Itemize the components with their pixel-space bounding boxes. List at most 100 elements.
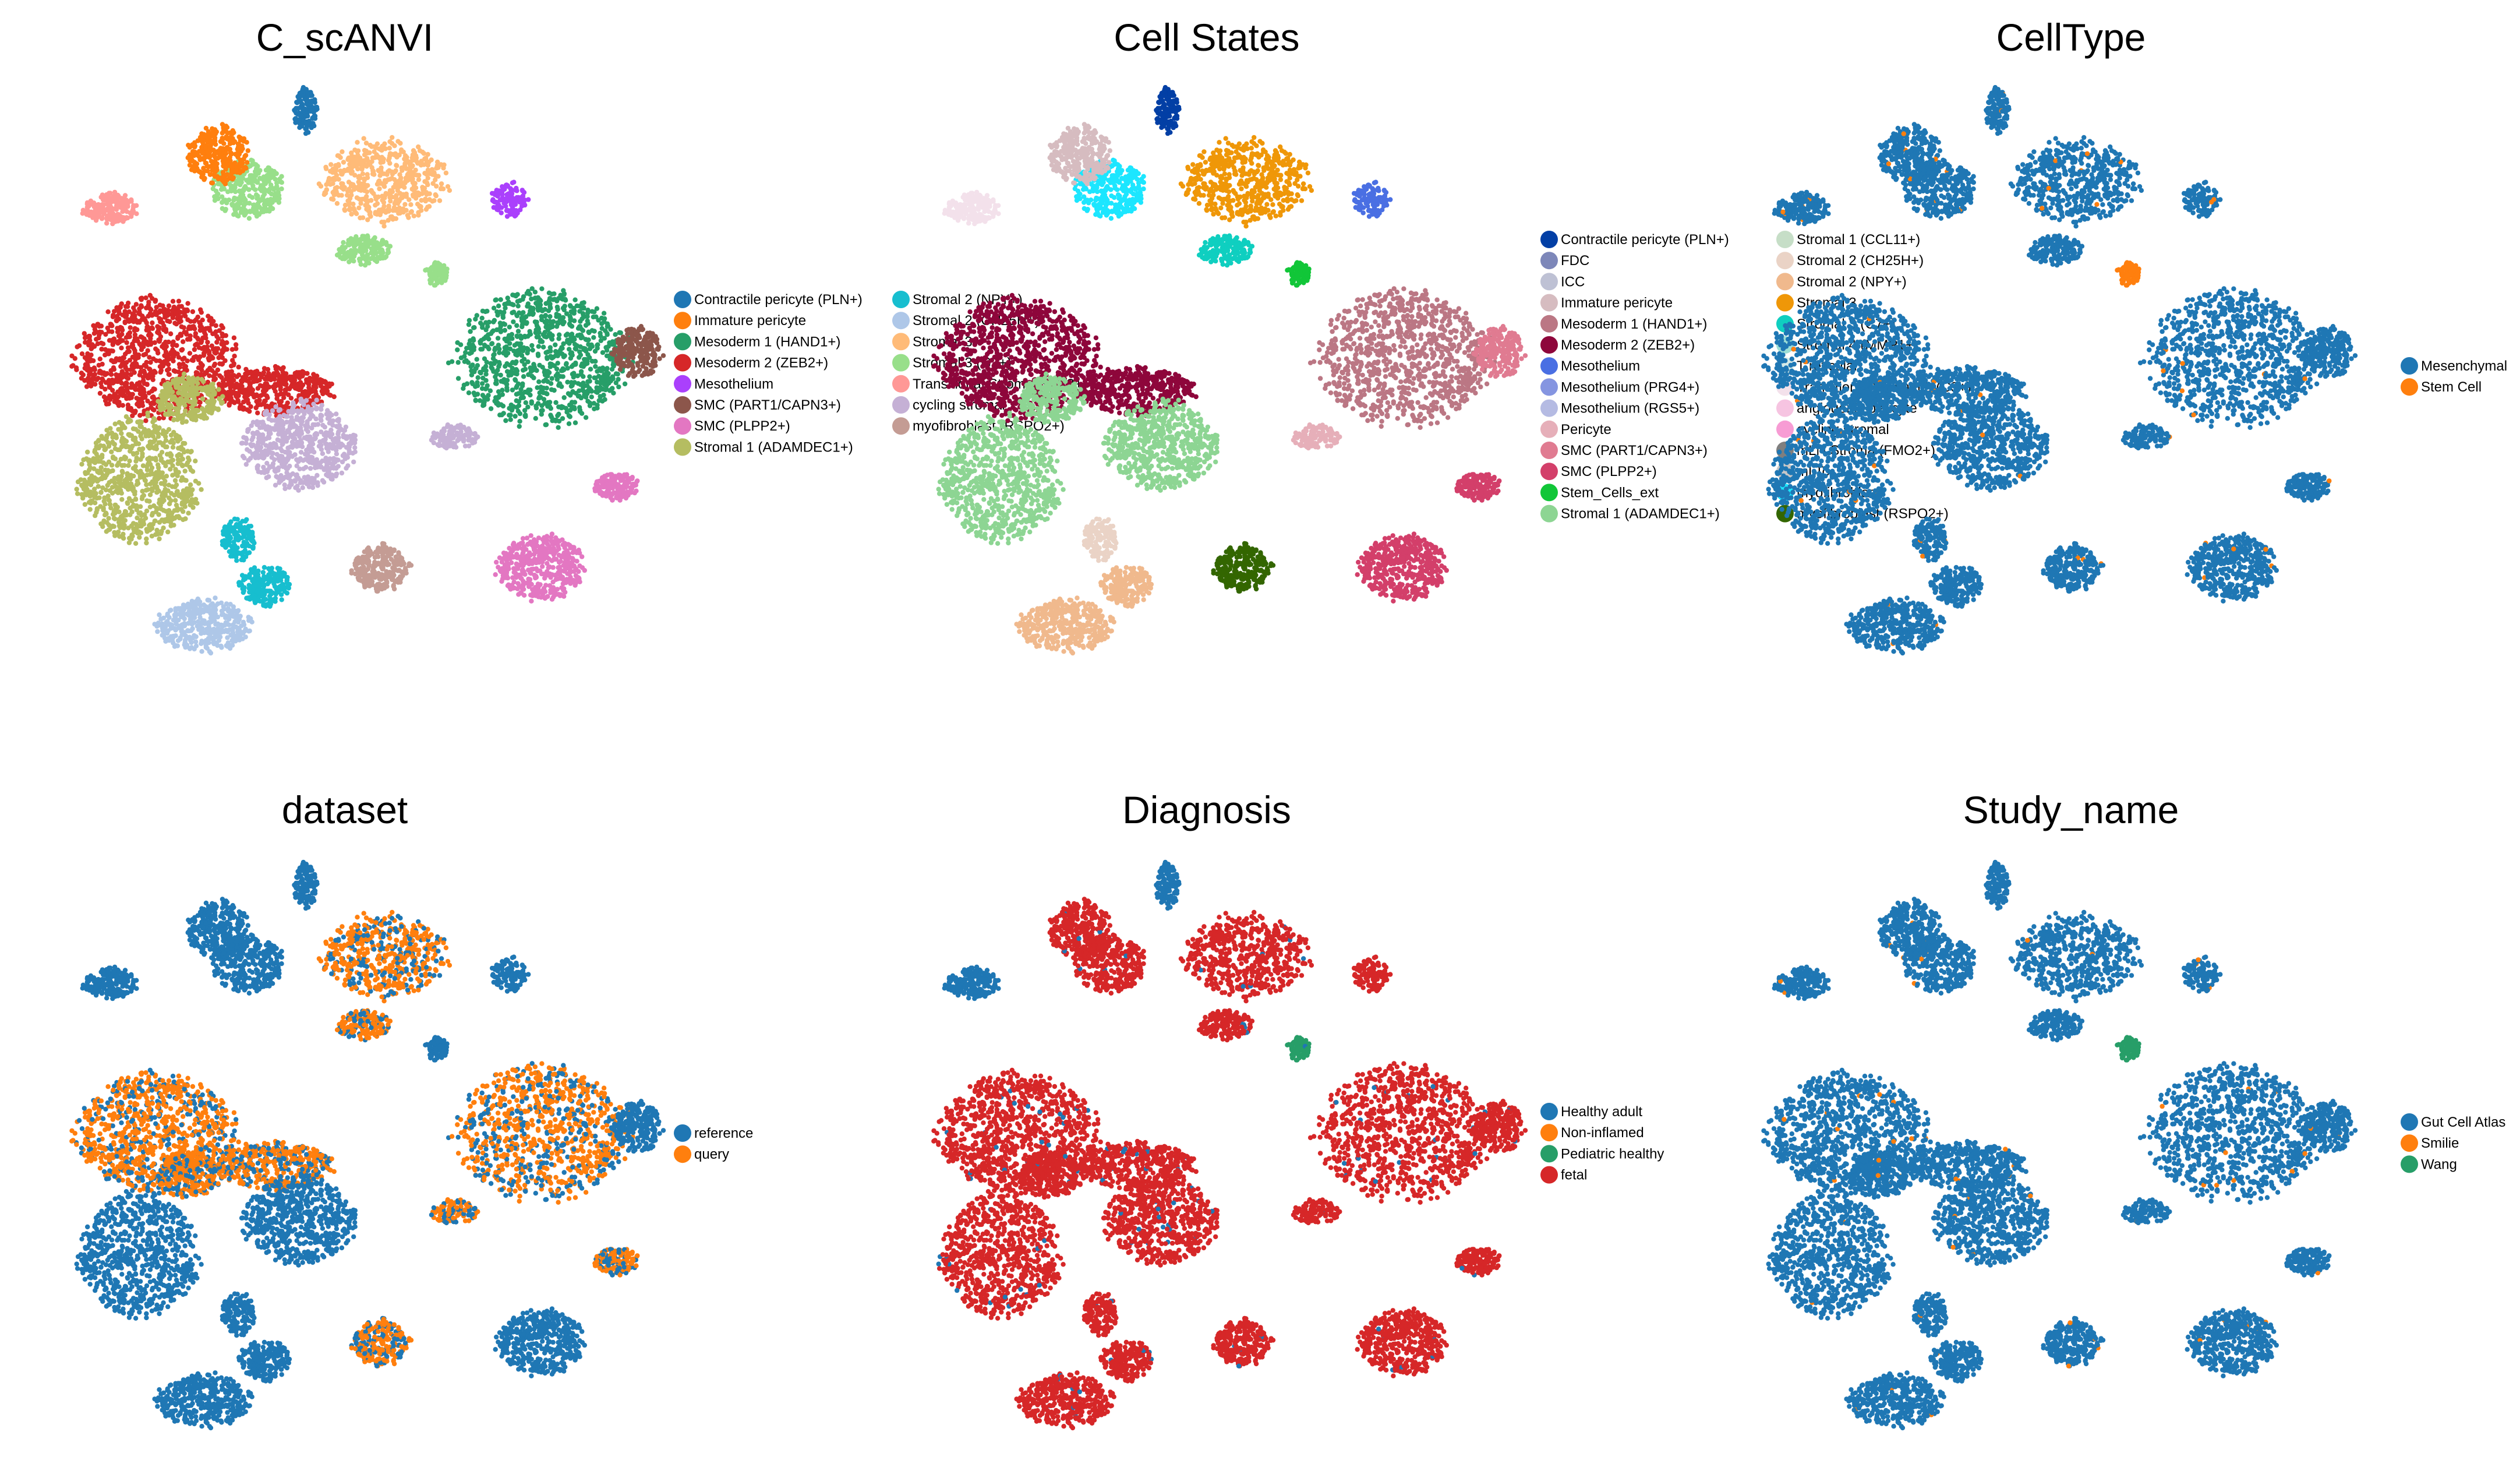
scatter-point bbox=[397, 172, 402, 177]
scatter-point bbox=[109, 372, 114, 377]
scatter-point bbox=[98, 391, 103, 396]
scatter-point bbox=[92, 377, 97, 382]
scatter-point bbox=[419, 158, 424, 163]
scatter-point bbox=[214, 372, 218, 376]
scatter-point bbox=[224, 382, 228, 387]
scatter-point bbox=[355, 167, 360, 171]
scatter-point bbox=[130, 413, 135, 418]
scatter-point bbox=[192, 319, 196, 323]
scatter-point bbox=[407, 161, 412, 166]
scatter-point bbox=[234, 210, 238, 215]
scatter-point bbox=[213, 137, 217, 142]
scatter-point bbox=[217, 148, 222, 153]
scatter-point bbox=[120, 369, 125, 373]
scatter-point bbox=[342, 208, 347, 213]
scatter-point bbox=[229, 364, 234, 368]
scatter-point bbox=[510, 188, 514, 192]
scatter-point bbox=[324, 385, 329, 390]
scatter-point bbox=[193, 343, 197, 347]
scatter-point bbox=[274, 171, 279, 176]
scatter-point bbox=[154, 312, 159, 317]
scatter-point bbox=[118, 305, 123, 309]
scatter-point bbox=[104, 216, 109, 221]
scatter-point bbox=[84, 384, 89, 389]
scatter-point bbox=[182, 356, 186, 361]
scatter-point bbox=[243, 211, 248, 216]
scatter-point bbox=[439, 181, 444, 186]
scatter-point bbox=[304, 378, 309, 382]
scatter-point bbox=[504, 182, 509, 187]
scatter-point bbox=[118, 390, 123, 395]
scatter-point bbox=[150, 395, 155, 400]
scatter-point bbox=[105, 326, 110, 330]
scatter-point bbox=[415, 160, 419, 164]
scatter-point bbox=[262, 366, 267, 371]
scatter-point bbox=[156, 337, 161, 342]
scatter-point bbox=[205, 340, 210, 344]
scatter-point bbox=[433, 192, 438, 197]
scatter-point bbox=[358, 259, 362, 263]
scatter-point bbox=[410, 186, 415, 191]
scatter-point bbox=[427, 197, 432, 202]
scatter-point bbox=[264, 381, 269, 386]
scatter-point bbox=[227, 401, 232, 406]
scatter-point bbox=[323, 191, 328, 195]
scatter-point bbox=[158, 317, 163, 322]
scatter-point bbox=[101, 341, 105, 346]
scatter-point bbox=[112, 190, 117, 195]
scatter-point bbox=[381, 160, 386, 164]
scatter-point bbox=[83, 336, 87, 340]
scatter-point bbox=[432, 198, 436, 203]
scatter-point bbox=[77, 343, 82, 348]
scatter-point bbox=[251, 203, 256, 207]
scatter-point bbox=[285, 386, 290, 391]
scatter-point bbox=[305, 114, 309, 118]
scatter-point bbox=[352, 147, 357, 152]
scatter-point bbox=[236, 393, 241, 398]
scatter-point bbox=[358, 243, 363, 248]
scatter-point bbox=[174, 322, 179, 326]
scatter-point bbox=[341, 160, 346, 164]
scatter-point bbox=[155, 330, 160, 335]
scatter-point bbox=[287, 375, 292, 379]
scatter-point bbox=[111, 337, 116, 341]
scatter-point bbox=[118, 364, 123, 369]
scatter-point bbox=[437, 198, 442, 203]
scatter-point bbox=[220, 137, 225, 142]
scatter-point bbox=[153, 347, 158, 351]
scatter-point bbox=[137, 383, 142, 388]
scatter-point bbox=[112, 399, 117, 404]
scatter-point bbox=[430, 167, 434, 172]
scatter-point bbox=[320, 391, 325, 396]
scatter-point bbox=[246, 386, 251, 390]
scatter-point bbox=[365, 158, 370, 163]
scatter-point bbox=[147, 355, 151, 359]
scatter-point bbox=[362, 148, 367, 153]
scatter-point bbox=[348, 206, 352, 210]
scatter-point bbox=[198, 308, 203, 312]
scatter-point bbox=[304, 126, 309, 130]
scatter-point bbox=[221, 128, 226, 132]
scatter-point bbox=[379, 220, 384, 224]
scatter-point bbox=[243, 376, 248, 381]
scatter-point bbox=[277, 200, 281, 204]
scatter-point bbox=[348, 236, 353, 241]
scatter-point bbox=[490, 191, 494, 196]
scatter-point bbox=[100, 192, 105, 197]
scatter-point bbox=[229, 396, 234, 400]
scatter-point bbox=[99, 324, 104, 329]
scatter-point bbox=[116, 403, 121, 408]
scatter-point bbox=[506, 195, 510, 199]
scatter-point bbox=[196, 153, 200, 158]
scatter-point bbox=[273, 177, 277, 182]
scatter-point bbox=[87, 334, 92, 338]
scatter-point bbox=[101, 197, 105, 202]
scatter-point bbox=[216, 355, 221, 360]
scatter-point bbox=[243, 197, 248, 202]
scatter-point bbox=[196, 357, 201, 362]
scatter-point bbox=[292, 117, 297, 121]
scatter-point bbox=[128, 325, 133, 330]
scatter-point bbox=[157, 358, 162, 363]
scatter-point bbox=[176, 355, 181, 359]
scatter-point bbox=[132, 328, 137, 333]
